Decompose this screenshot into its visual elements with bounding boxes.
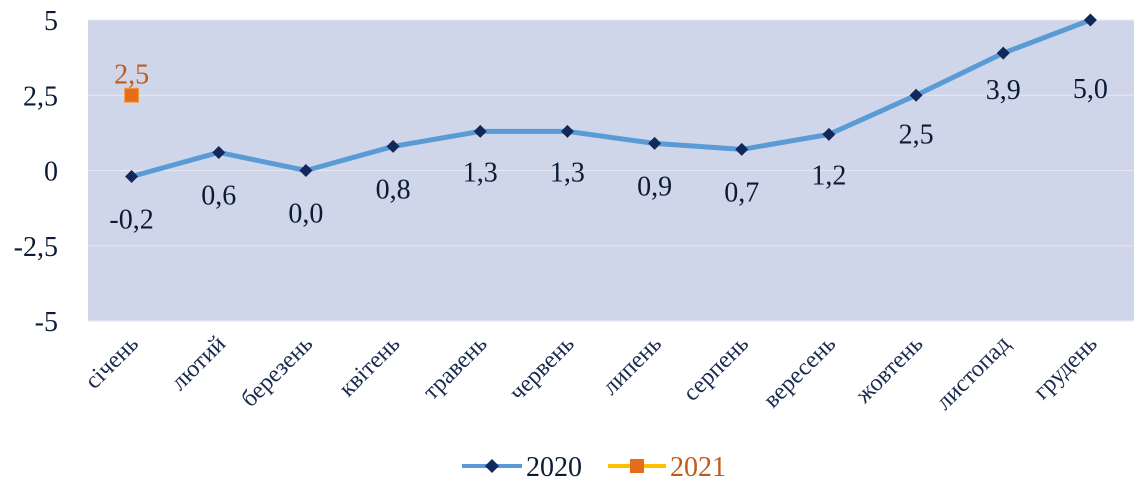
series-line-2020 bbox=[130, 17, 1092, 179]
x-tick-label: травень bbox=[418, 331, 492, 405]
legend-marker-2021 bbox=[630, 459, 644, 473]
data-label-2020: 3,9 bbox=[986, 75, 1021, 106]
x-tick-label: листопад bbox=[931, 331, 1015, 415]
y-axis-ticks: 5 2,5 0 -2,5 -5 bbox=[14, 6, 58, 338]
x-tick-label: лютий bbox=[166, 331, 231, 396]
data-label-2020: 0,7 bbox=[724, 177, 759, 208]
point-2020 bbox=[1083, 13, 1097, 27]
x-tick-label: січень bbox=[80, 331, 144, 395]
x-tick-label: березень bbox=[237, 331, 319, 413]
legend-marker-2020 bbox=[485, 459, 499, 473]
point-2020 bbox=[648, 136, 662, 150]
data-label-2020: 0,9 bbox=[637, 171, 672, 202]
point-2020 bbox=[386, 139, 400, 153]
legend-label-2020: 2020 bbox=[526, 452, 582, 483]
point-2020 bbox=[735, 142, 749, 156]
x-tick-label: липень bbox=[597, 331, 666, 400]
point-2020 bbox=[909, 88, 923, 102]
x-axis-ticks: січень лютий березень квітень травень червень… bbox=[80, 331, 1102, 416]
x-tick-label: серпень bbox=[678, 331, 754, 407]
x-tick-label: грудень bbox=[1029, 331, 1103, 405]
data-label-2020: 1,2 bbox=[811, 160, 846, 191]
legend: 2020 2021 bbox=[462, 452, 726, 483]
series-group bbox=[124, 13, 1097, 184]
data-label-2020: 2,5 bbox=[899, 119, 934, 150]
point-2020 bbox=[560, 124, 574, 138]
data-label-2021: 2,5 bbox=[114, 59, 149, 90]
legend-label-2021: 2021 bbox=[670, 452, 726, 483]
point-2020 bbox=[212, 145, 226, 159]
x-tick-label: червень bbox=[504, 331, 579, 406]
data-label-2020: 0,0 bbox=[288, 199, 323, 230]
point-2020 bbox=[996, 46, 1010, 60]
point-2021 bbox=[124, 87, 140, 103]
x-tick-label: жовтень bbox=[850, 331, 928, 409]
x-tick-label: вересень bbox=[759, 331, 841, 413]
point-2020 bbox=[473, 124, 487, 138]
data-label-2020: 1,3 bbox=[463, 157, 498, 188]
y-tick-label: 5 bbox=[44, 6, 58, 37]
y-tick-label: -2,5 bbox=[14, 232, 58, 263]
data-labels: -0,2 0,6 0,0 0,8 1,3 1,3 0,9 0,7 1,2 2,5 3,9 5,0 2,5 bbox=[109, 59, 1107, 235]
x-tick-label: квітень bbox=[334, 331, 405, 402]
data-label-2020: 0,8 bbox=[376, 174, 411, 205]
data-label-2020: 1,3 bbox=[550, 157, 585, 188]
data-label-2020: -0,2 bbox=[109, 205, 153, 236]
point-2020 bbox=[299, 164, 313, 177]
gridlines bbox=[88, 19, 1134, 322]
point-2020 bbox=[125, 170, 139, 184]
y-tick-label: -5 bbox=[35, 307, 58, 338]
point-2020 bbox=[822, 127, 836, 141]
y-tick-label: 2,5 bbox=[23, 81, 58, 112]
data-label-2020: 0,6 bbox=[201, 180, 236, 211]
data-label-2020: 5,0 bbox=[1073, 74, 1108, 105]
y-tick-label: 0 bbox=[44, 157, 58, 188]
